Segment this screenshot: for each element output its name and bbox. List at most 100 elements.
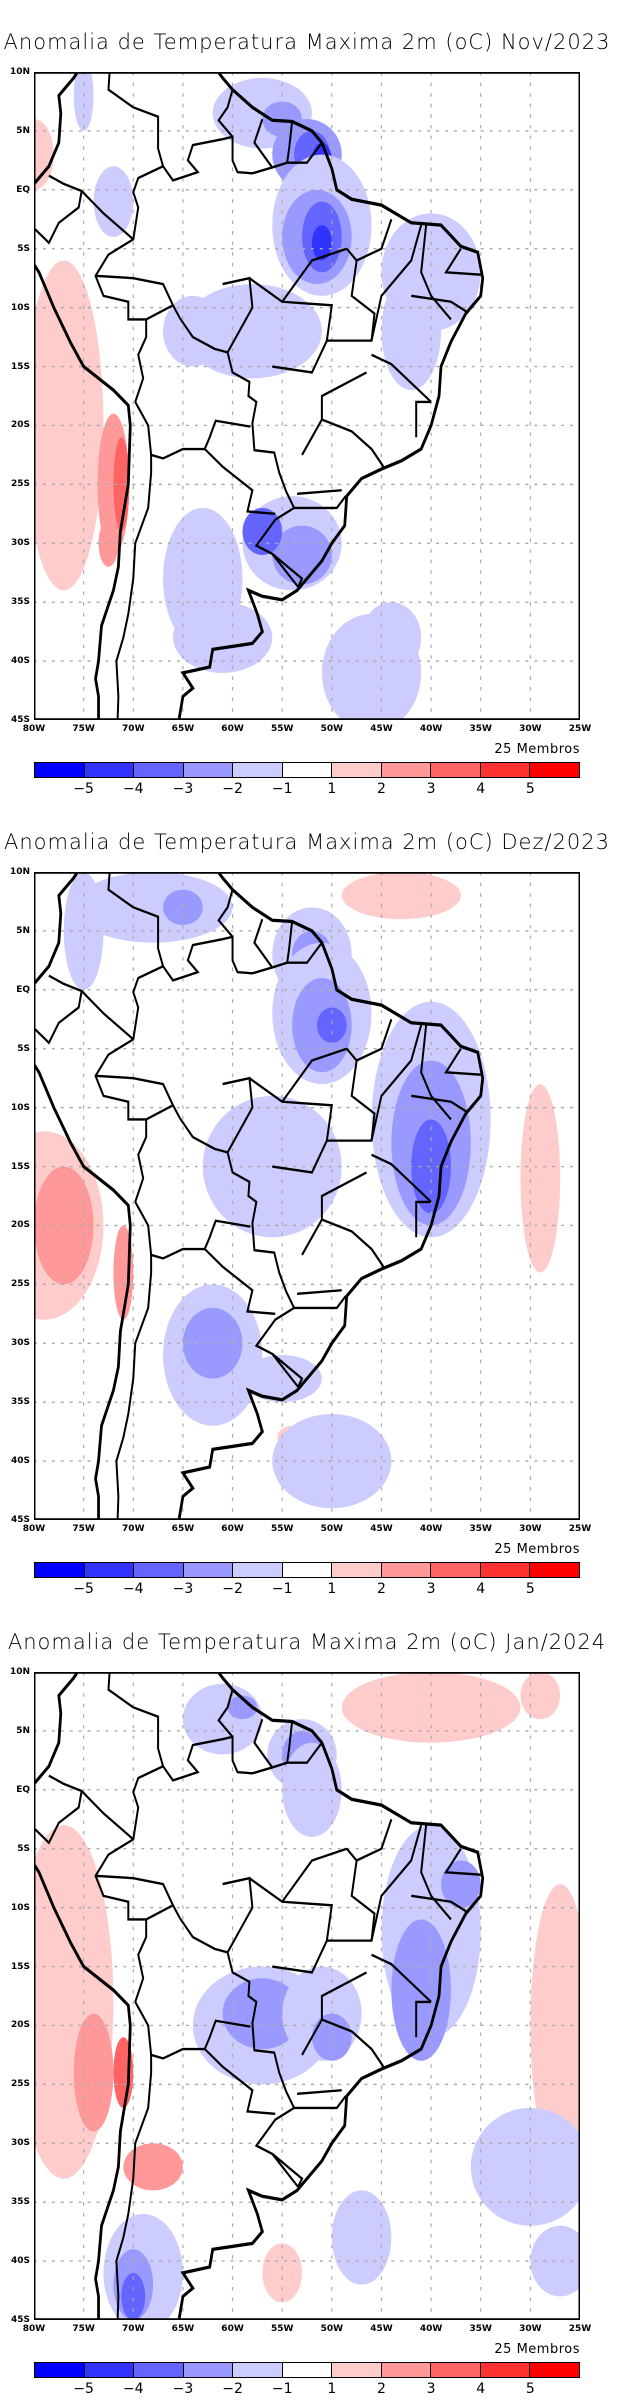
colorbar-swatch bbox=[134, 763, 184, 777]
lat-tick-label: 25S bbox=[10, 479, 30, 490]
border-line bbox=[222, 1876, 254, 1954]
border-line bbox=[297, 1289, 342, 1295]
border-line bbox=[282, 300, 333, 341]
lon-tick-label: 50W bbox=[320, 1524, 344, 1534]
border-line bbox=[94, 935, 323, 1388]
colorbar-swatch bbox=[332, 1563, 382, 1577]
colorbar-label: −3 bbox=[172, 1581, 194, 1597]
colorbar-swatch bbox=[332, 763, 382, 777]
border-line bbox=[134, 1119, 148, 1203]
anomaly-region bbox=[98, 519, 119, 567]
lon-tick-label: 55W bbox=[270, 1524, 294, 1534]
panel-title: Anomalia de Temperatura Maxima 2m (oC) D… bbox=[3, 830, 611, 854]
border-line bbox=[320, 371, 385, 468]
border-line bbox=[420, 1025, 452, 1121]
members-count: 25 Membros bbox=[494, 2342, 580, 2357]
lon-tick-label: 80W bbox=[22, 1524, 46, 1534]
border-line bbox=[248, 247, 347, 304]
border-line bbox=[222, 276, 254, 354]
lat-tick-label: 45S bbox=[10, 2315, 30, 2325]
colorbar-label: 3 bbox=[426, 2381, 436, 2397]
colorbar-swatch bbox=[530, 763, 580, 777]
colorbar-swatch bbox=[530, 2363, 580, 2377]
lat-tick-label: 5S bbox=[17, 243, 30, 254]
colorbar-label: 3 bbox=[426, 781, 436, 797]
anomaly-region bbox=[242, 1355, 322, 1403]
border-line bbox=[286, 121, 294, 163]
lon-tick-label: 40W bbox=[419, 1524, 443, 1534]
lat-tick-label: 45S bbox=[10, 1515, 30, 1525]
border-line bbox=[81, 990, 134, 1041]
lat-tick-label: 35S bbox=[10, 597, 30, 608]
lon-tick-label: 65W bbox=[171, 724, 195, 734]
anomaly-region bbox=[121, 2272, 146, 2320]
border-line bbox=[411, 1894, 467, 1913]
anomaly-region bbox=[262, 2243, 303, 2303]
border-line bbox=[272, 1847, 376, 1974]
lat-tick-label: 15S bbox=[10, 1161, 30, 1172]
border-line bbox=[203, 419, 251, 450]
anomaly-region bbox=[341, 872, 461, 920]
anomaly-region bbox=[34, 119, 54, 190]
colorbar-label: 1 bbox=[327, 1581, 337, 1597]
colorbar-label: −4 bbox=[122, 781, 144, 797]
anomaly-region bbox=[123, 2143, 183, 2191]
lat-tick-label: 20S bbox=[10, 2020, 30, 2031]
lon-tick-label: 45W bbox=[370, 1524, 393, 1534]
border-line bbox=[356, 1818, 393, 1862]
colorbar-swatch bbox=[134, 1563, 184, 1577]
colorbar-swatch bbox=[431, 1563, 481, 1577]
colorbar-swatch bbox=[84, 763, 135, 777]
colorbar-label: 5 bbox=[525, 781, 535, 797]
lon-tick-label: 60W bbox=[221, 2324, 244, 2334]
lat-tick-label: 15S bbox=[10, 1961, 30, 1972]
anomaly-region bbox=[341, 1672, 521, 1743]
anomaly-region bbox=[470, 2107, 580, 2226]
border-line bbox=[107, 72, 164, 167]
lon-tick-label: 50W bbox=[320, 2324, 344, 2334]
colorbar-label: −1 bbox=[271, 1581, 293, 1597]
colorbar bbox=[34, 2362, 580, 2378]
anomaly-region bbox=[272, 525, 332, 585]
lat-tick-label: 10S bbox=[10, 1902, 30, 1913]
border-line bbox=[34, 174, 83, 245]
colorbar-swatch bbox=[381, 2363, 432, 2377]
panel-title: Anomalia de Temperatura Maxima 2m (oC) J… bbox=[7, 1630, 607, 1654]
lat-tick-label: 40S bbox=[10, 2256, 30, 2267]
border-line bbox=[272, 1047, 376, 1174]
lat-tick-label: 20S bbox=[10, 420, 30, 431]
border-line bbox=[94, 135, 323, 588]
border-line bbox=[301, 1218, 323, 1256]
lat-tick-label: 5S bbox=[17, 1843, 30, 1854]
anomaly-region bbox=[242, 507, 283, 556]
lat-tick-label: EQ bbox=[16, 1784, 30, 1795]
lon-tick-label: 35W bbox=[469, 724, 492, 734]
colorbar-swatch bbox=[233, 763, 283, 777]
border-line bbox=[272, 247, 376, 374]
colorbar-label: −5 bbox=[73, 1581, 94, 1597]
anomaly-region bbox=[520, 1672, 561, 1720]
lon-tick-label: 55W bbox=[270, 2324, 294, 2334]
colorbar bbox=[34, 762, 580, 778]
lon-tick-label: 50W bbox=[320, 724, 344, 734]
colorbar-swatch bbox=[480, 763, 531, 777]
border-line bbox=[415, 400, 432, 438]
colorbar-swatch bbox=[381, 1563, 432, 1577]
border-line bbox=[415, 2000, 432, 2038]
lon-tick-label: 25W bbox=[568, 1524, 592, 1534]
border-line bbox=[107, 1672, 164, 1767]
border-line bbox=[282, 1900, 333, 1941]
border-line bbox=[271, 2152, 304, 2188]
colorbar-label: 1 bbox=[327, 2381, 337, 2397]
border-line bbox=[371, 1153, 432, 1203]
colorbar-swatch bbox=[431, 763, 481, 777]
border-line bbox=[34, 974, 83, 1045]
lat-tick-label: 35S bbox=[10, 1397, 30, 1408]
lat-tick-label: 30S bbox=[10, 2138, 30, 2149]
colorbar-swatch bbox=[282, 2363, 333, 2377]
lon-tick-label: 25W bbox=[568, 2324, 592, 2334]
colorbar-label: −3 bbox=[172, 781, 194, 797]
border-line bbox=[203, 2019, 251, 2050]
colorbar-swatch bbox=[84, 1563, 135, 1577]
border-line bbox=[411, 294, 467, 313]
